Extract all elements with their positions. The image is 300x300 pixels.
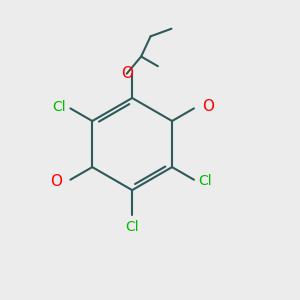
Text: Cl: Cl xyxy=(52,100,66,114)
Text: O: O xyxy=(50,174,62,189)
Text: Cl: Cl xyxy=(125,220,139,234)
Text: O: O xyxy=(121,66,133,81)
Text: Cl: Cl xyxy=(198,174,212,188)
Text: O: O xyxy=(202,99,214,114)
